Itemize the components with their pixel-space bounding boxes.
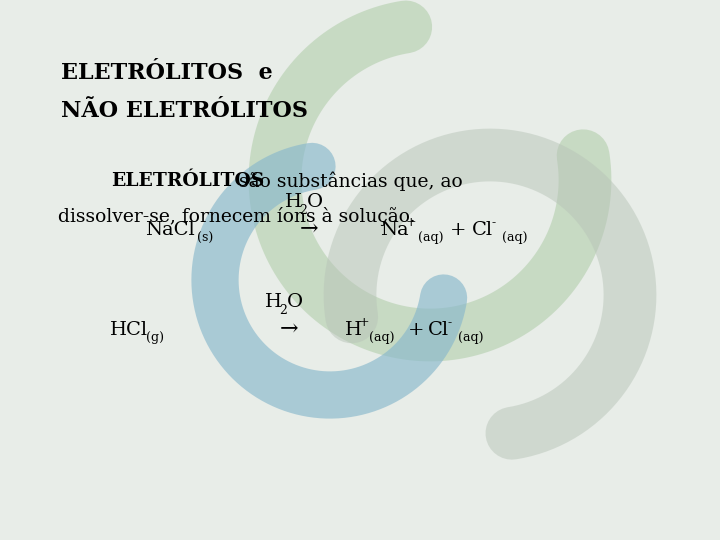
Text: -: - xyxy=(492,217,496,230)
Text: +: + xyxy=(359,316,369,329)
Text: (aq): (aq) xyxy=(369,332,395,345)
Text: NÃO ELETRÓLITOS: NÃO ELETRÓLITOS xyxy=(61,100,308,122)
Text: Na: Na xyxy=(380,221,409,239)
Text: (aq): (aq) xyxy=(418,232,444,245)
Text: NaCl: NaCl xyxy=(145,221,194,239)
Text: 2: 2 xyxy=(299,204,307,217)
Text: 2: 2 xyxy=(279,303,287,316)
Text: H: H xyxy=(285,193,302,211)
Text: Cl: Cl xyxy=(428,321,449,339)
Text: ELETRÓLITOS: ELETRÓLITOS xyxy=(112,172,265,190)
Text: (aq): (aq) xyxy=(502,232,528,245)
Text: dissolver-se, fornecem íons à solução.: dissolver-se, fornecem íons à solução. xyxy=(58,206,415,226)
Text: O: O xyxy=(287,293,303,311)
Text: H: H xyxy=(265,293,282,311)
Text: são substâncias que, ao: são substâncias que, ao xyxy=(233,171,462,191)
Text: +: + xyxy=(450,221,467,239)
Text: (g): (g) xyxy=(146,332,164,345)
Text: →: → xyxy=(280,319,299,341)
Text: +: + xyxy=(406,217,417,230)
Text: (aq): (aq) xyxy=(458,332,484,345)
Text: Cl: Cl xyxy=(472,221,493,239)
Text: →: → xyxy=(300,219,319,241)
Text: ELETRÓLITOS  e: ELETRÓLITOS e xyxy=(61,62,273,84)
Text: -: - xyxy=(448,316,452,329)
Text: H: H xyxy=(345,321,362,339)
Text: +: + xyxy=(408,321,425,339)
Text: HCl: HCl xyxy=(110,321,148,339)
Text: (s): (s) xyxy=(197,232,213,245)
Text: O: O xyxy=(307,193,323,211)
